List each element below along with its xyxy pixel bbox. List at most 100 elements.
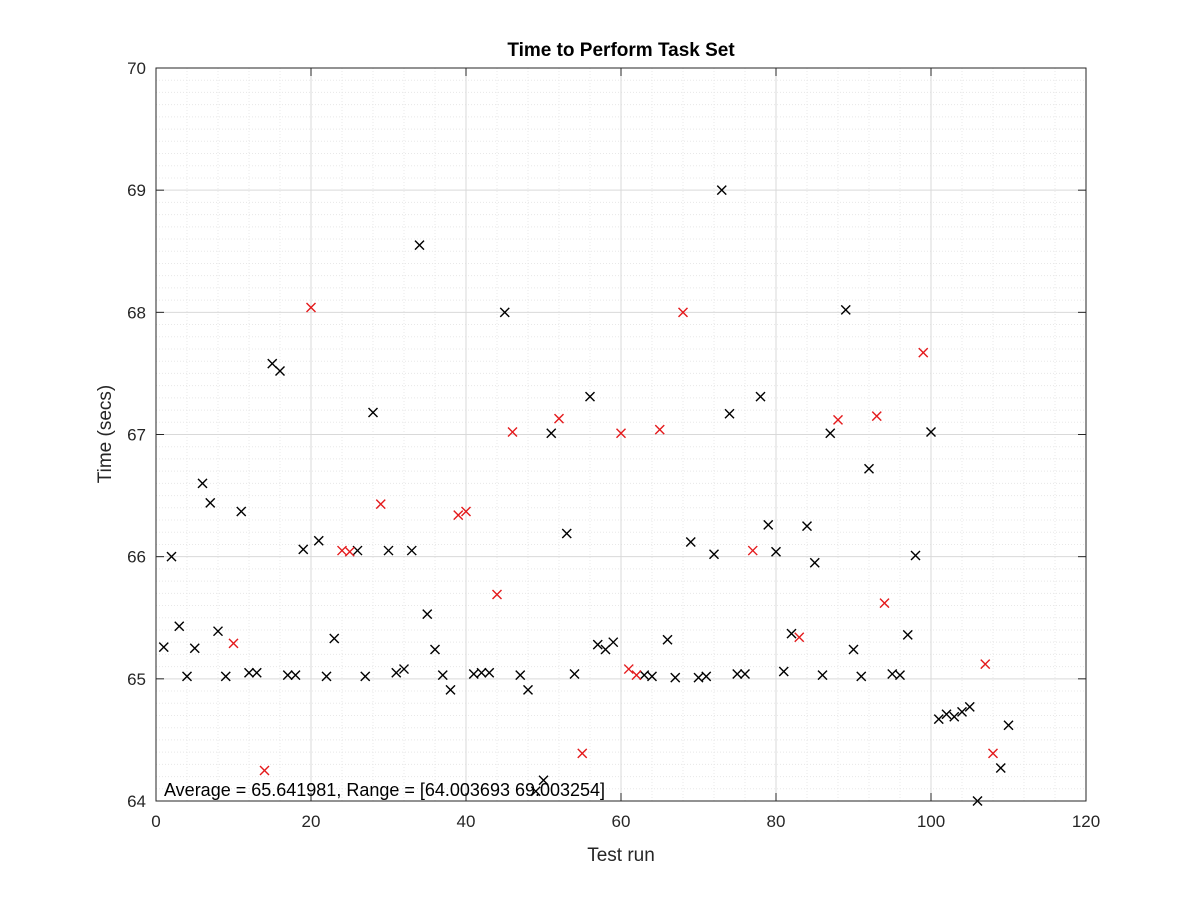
y-tick-labels: 64 65 66 67 68 69 70 xyxy=(127,59,146,811)
data-point-black xyxy=(724,408,735,419)
data-point-red xyxy=(507,427,518,438)
data-point-black xyxy=(701,671,712,682)
data-point-red xyxy=(453,510,464,521)
data-point-black xyxy=(189,643,200,654)
data-point-black xyxy=(360,671,371,682)
data-point-black xyxy=(809,557,820,568)
x-tick-label: 20 xyxy=(302,812,321,831)
data-point-black xyxy=(174,621,185,632)
data-point-black xyxy=(437,670,448,681)
data-point-black xyxy=(244,667,254,678)
data-point-black xyxy=(530,786,541,797)
data-point-red xyxy=(623,664,634,675)
data-point-red xyxy=(980,659,991,670)
data-point-black xyxy=(840,304,851,315)
data-point-red xyxy=(306,302,316,313)
data-point-black xyxy=(716,185,727,196)
data-point-black xyxy=(755,391,766,402)
data-point-black xyxy=(422,609,433,620)
data-point-black xyxy=(205,497,216,508)
data-point-black xyxy=(220,671,231,682)
data-point-black xyxy=(709,549,719,560)
data-point-red xyxy=(375,499,386,510)
data-point-black xyxy=(515,670,526,681)
data-point-red xyxy=(344,546,355,557)
data-point-black xyxy=(864,463,874,474)
data-point-black xyxy=(391,667,402,678)
data-point-red xyxy=(554,413,564,424)
data-point-black xyxy=(949,711,960,722)
data-point-black xyxy=(321,671,332,682)
x-tick-label: 100 xyxy=(917,812,945,831)
data-point-black xyxy=(585,391,595,402)
data-point-black xyxy=(298,544,309,555)
data-markers xyxy=(158,185,1014,806)
data-point-black xyxy=(732,668,743,679)
data-point-black xyxy=(995,763,1006,774)
y-tick-label: 65 xyxy=(127,670,146,689)
data-point-black xyxy=(856,671,867,682)
data-point-black xyxy=(275,365,285,376)
data-point-black xyxy=(933,714,944,725)
data-point-black xyxy=(282,670,293,681)
data-point-black xyxy=(523,684,533,695)
data-point-black xyxy=(329,633,340,644)
data-point-red xyxy=(988,748,998,759)
data-point-black xyxy=(926,427,936,438)
y-tick-label: 67 xyxy=(127,426,146,445)
y-tick-label: 64 xyxy=(127,792,146,811)
data-point-black xyxy=(740,668,750,679)
data-point-black xyxy=(445,684,456,695)
x-tick-label: 80 xyxy=(767,812,786,831)
x-tick-labels: 0 20 40 60 80 100 120 xyxy=(151,812,1100,831)
data-point-black xyxy=(848,644,859,655)
data-point-black xyxy=(964,701,975,712)
data-point-black xyxy=(499,307,510,318)
chart-title: Time to Perform Task Set xyxy=(507,40,735,61)
data-point-black xyxy=(290,670,301,681)
data-point-black xyxy=(251,667,262,678)
data-point-black xyxy=(313,535,324,546)
data-point-black xyxy=(592,639,603,650)
data-point-red xyxy=(616,428,626,439)
data-point-red xyxy=(794,632,805,643)
data-point-black xyxy=(647,671,657,682)
data-point-red xyxy=(492,589,502,600)
data-point-black xyxy=(368,407,378,418)
data-point-black xyxy=(414,240,425,251)
data-point-red xyxy=(879,598,890,609)
data-point-red xyxy=(259,765,270,776)
data-point-black xyxy=(771,546,781,557)
data-point-black xyxy=(383,545,394,556)
data-point-red xyxy=(747,545,758,556)
data-point-black xyxy=(817,670,828,681)
y-tick-label: 69 xyxy=(127,181,146,200)
y-axis-label: Time (secs) xyxy=(95,385,116,484)
data-point-black xyxy=(685,537,696,548)
data-point-black xyxy=(1003,720,1014,731)
data-point-black xyxy=(786,628,797,639)
data-point-black xyxy=(236,506,247,517)
data-point-black xyxy=(213,626,223,637)
data-point-black xyxy=(538,775,549,786)
data-point-black xyxy=(430,644,440,655)
data-point-black xyxy=(267,358,278,369)
stats-annotation: Average = 65.641981, Range = [64.003693 … xyxy=(164,780,605,800)
data-point-red xyxy=(918,347,929,358)
data-point-black xyxy=(902,629,913,640)
data-point-black xyxy=(569,668,580,679)
x-axis-label: Test run xyxy=(587,845,655,866)
data-point-black xyxy=(662,634,673,645)
x-tick-label: 0 xyxy=(151,812,160,831)
data-point-black xyxy=(546,428,557,439)
data-point-black xyxy=(670,672,681,683)
data-point-black xyxy=(895,670,905,681)
data-point-red xyxy=(228,638,239,649)
data-point-black xyxy=(399,664,409,675)
data-point-red xyxy=(461,506,471,517)
data-point-black xyxy=(941,709,952,720)
data-point-black xyxy=(476,667,487,678)
data-point-black xyxy=(608,637,619,648)
y-tick-label: 66 xyxy=(127,548,146,567)
